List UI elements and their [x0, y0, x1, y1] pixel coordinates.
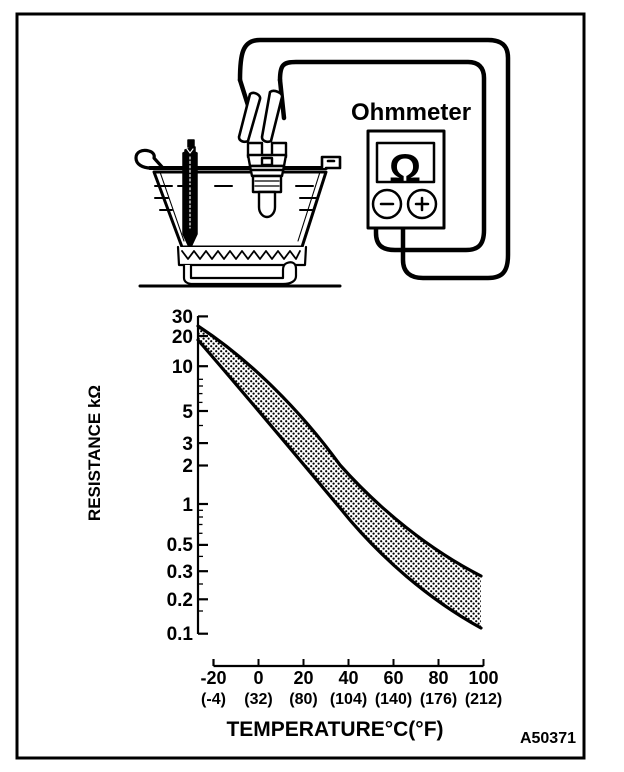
- svg-text:Ω: Ω: [389, 147, 421, 191]
- svg-text:0.5: 0.5: [167, 535, 194, 556]
- svg-text:TEMPERATURE°C(°F): TEMPERATURE°C(°F): [226, 718, 443, 741]
- svg-text:40: 40: [338, 668, 358, 688]
- svg-text:3: 3: [182, 434, 193, 455]
- svg-text:RESISTANCE kΩ: RESISTANCE kΩ: [85, 385, 104, 521]
- svg-text:2: 2: [182, 456, 193, 477]
- svg-text:(-4): (-4): [201, 691, 226, 708]
- svg-text:(80): (80): [289, 691, 317, 708]
- svg-text:1: 1: [182, 495, 193, 516]
- svg-text:0: 0: [253, 668, 263, 688]
- svg-text:(176): (176): [420, 691, 457, 708]
- svg-text:0.3: 0.3: [167, 562, 193, 583]
- svg-text:20: 20: [172, 327, 193, 348]
- svg-text:20: 20: [293, 668, 313, 688]
- svg-text:-20: -20: [200, 668, 226, 688]
- svg-text:60: 60: [383, 668, 403, 688]
- svg-text:(212): (212): [465, 691, 502, 708]
- svg-text:(104): (104): [330, 691, 367, 708]
- svg-text:5: 5: [182, 402, 193, 423]
- svg-text:10: 10: [172, 357, 193, 378]
- svg-text:A50371: A50371: [520, 730, 576, 747]
- svg-text:(32): (32): [244, 691, 272, 708]
- svg-text:(140): (140): [375, 691, 412, 708]
- svg-text:0.2: 0.2: [167, 590, 193, 611]
- svg-text:100: 100: [468, 668, 498, 688]
- svg-text:0.1: 0.1: [167, 624, 194, 645]
- svg-text:Ohmmeter: Ohmmeter: [351, 99, 471, 126]
- svg-text:80: 80: [428, 668, 448, 688]
- svg-text:30: 30: [172, 307, 193, 328]
